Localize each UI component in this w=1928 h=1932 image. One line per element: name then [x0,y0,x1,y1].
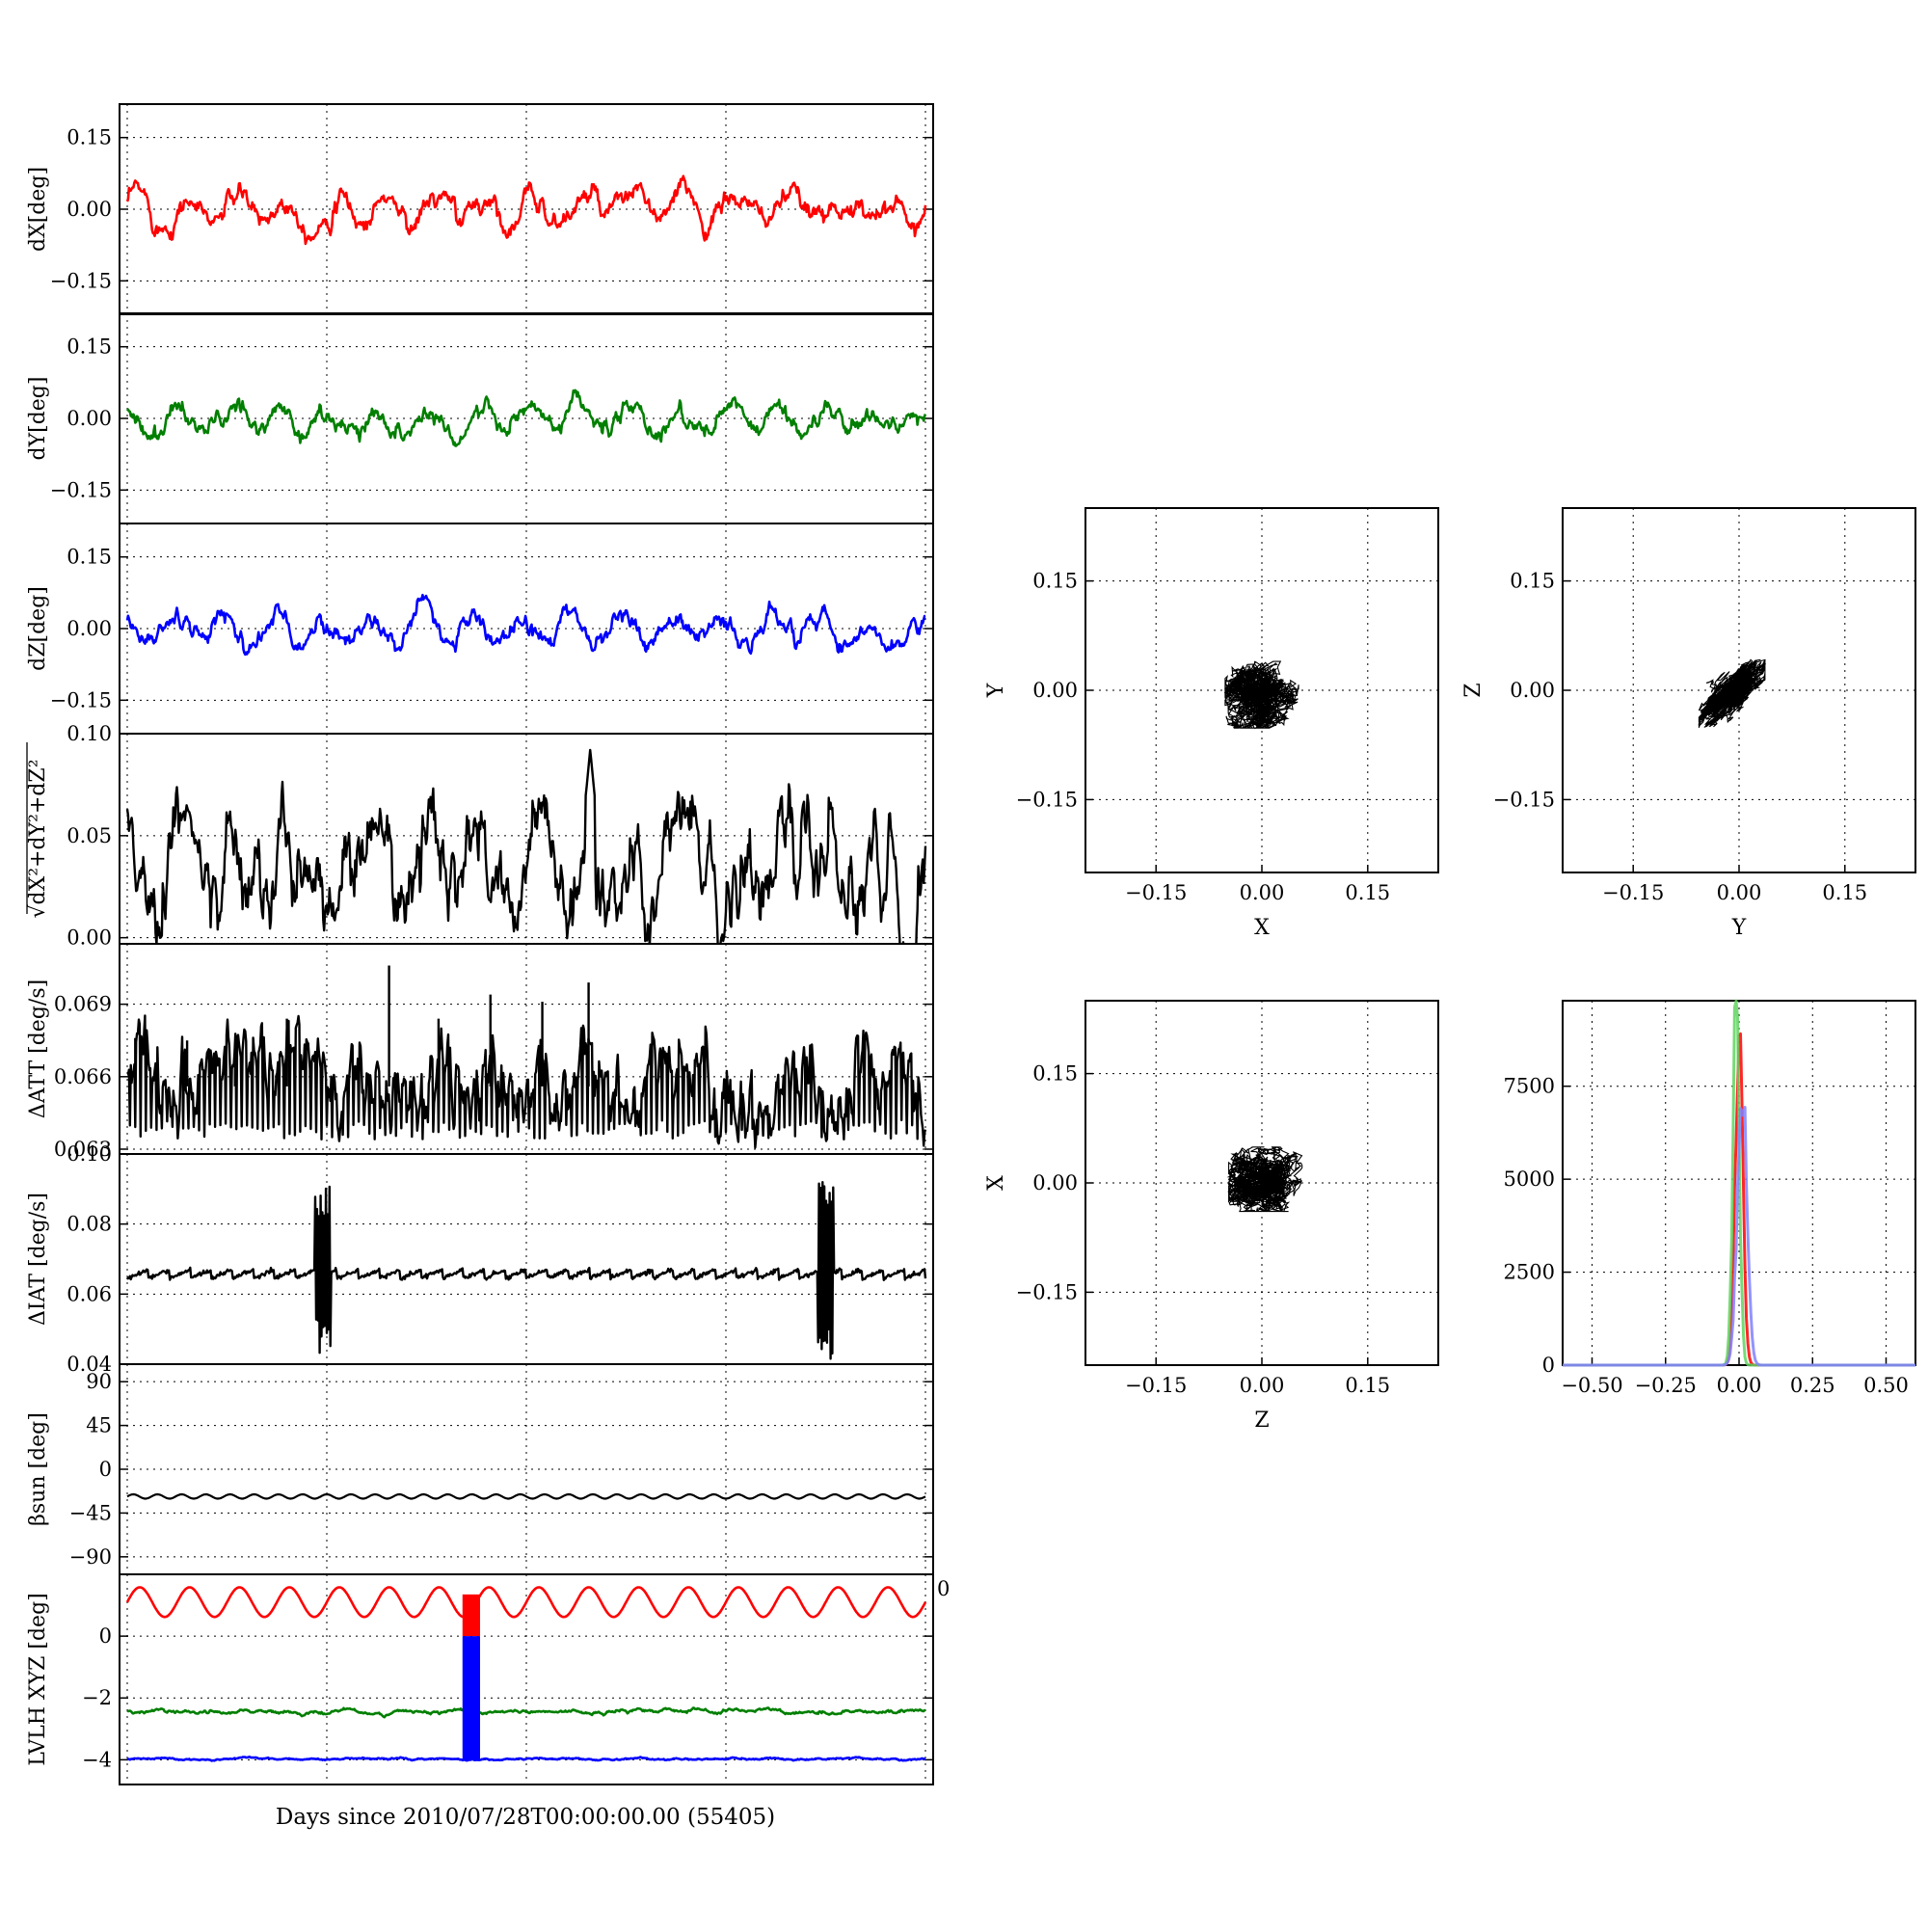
panel-5-ylabel: ΔATT [deg/s] [26,979,50,1118]
panel-4-plot-area [125,748,927,944]
scatter-3-ytick-label: 0.15 [1032,1062,1078,1086]
panel-6-series-1 [125,1181,927,1360]
panel-7-ytick-label: −90 [69,1545,112,1569]
scatter-2-xtick-label: −0.15 [1602,881,1664,904]
panel-6-plot-area [125,1181,927,1360]
panel-8-plot-area [125,1586,927,1762]
panel-1-ytick-label: 0.15 [67,126,112,149]
scatter-3-points [1226,1146,1303,1213]
panel-7-plot-area [126,1492,926,1500]
panel-7-series-1 [126,1492,926,1500]
histogram-xtick-label: −0.25 [1635,1374,1697,1397]
histogram-xtick-label: −0.50 [1561,1374,1622,1397]
histogram-ytick-label: 0 [1542,1354,1555,1377]
scatter-1-xtick-label: 0.00 [1240,881,1285,904]
scatter-3-ytick-label: −0.15 [1016,1280,1078,1303]
panel-3-series-1 [125,593,926,657]
histogram-series-3 [1563,1106,1915,1367]
panel-8-bar-red [462,1594,480,1637]
panel-6-frame [119,1153,934,1365]
panel-4-frame [119,733,934,945]
histogram-xtick-label: 0.25 [1790,1374,1835,1397]
scatter-2-xtick-label: 0.15 [1822,881,1867,904]
panel-4-ylabel: √dX²+dY²+dZ² [26,759,50,918]
scatter-3-xtick-label: −0.15 [1125,1374,1187,1397]
panel-6-ylabel: ΔIAT [deg/s] [26,1193,50,1326]
histogram-xtick-label: 0.00 [1717,1374,1762,1397]
panel-2-ylabel: dY[deg] [26,377,50,461]
panel-2-ytick-label: 0.00 [67,407,112,430]
scatter-2-points [1698,658,1767,728]
panel-6-ytick-label: 0.08 [67,1213,112,1236]
panel-2-plot-area [125,389,927,447]
panel-5-ytick-label: 0.063 [54,1138,112,1161]
scatter-2-ytick-label: 0.15 [1510,570,1555,593]
scatter-2-ytick-label: 0.00 [1510,679,1555,702]
panel-7-ytick-label: 90 [86,1370,112,1393]
scatter-3-xtick-label: 0.15 [1345,1374,1390,1397]
panel-2-ytick-label: 0.15 [67,335,112,359]
panel-3-plot-area [125,593,926,657]
scatter-3-xtick-label: 0.00 [1240,1374,1285,1397]
scatter-2-ylabel: Z [1461,683,1486,697]
scatter-1-ytick-label: 0.00 [1032,679,1078,702]
main-x-axis-label: Days since 2010/07/28T00:00:00.00 (55405… [276,1805,775,1830]
panel-1-ylabel: dX[deg] [26,167,50,252]
panel-3-ytick-label: 0.15 [67,546,112,569]
panel-3-ytick-label: −0.15 [50,688,112,711]
scatter-1-ytick-label: 0.15 [1032,570,1078,593]
panel-4-ytick-label: 0.10 [67,722,112,745]
panel-5-series-1 [126,1014,927,1149]
panel-2-ytick-label: −0.15 [50,478,112,501]
panel-1-ytick-label: 0.00 [67,198,112,221]
panel-4-ytick-label: 0.05 [67,824,112,847]
panel-1-series-1 [125,174,927,246]
histogram-ytick-label: 7500 [1504,1075,1555,1098]
panel-5-ytick-label: 0.069 [54,993,112,1016]
panel-8-series-2 [126,1706,926,1719]
panel-6-ytick-label: 0.04 [67,1353,112,1376]
scatter-3-xlabel: Z [1254,1409,1269,1433]
panel-1-ytick-label: −0.15 [50,269,112,292]
panel-1-plot-area [125,174,927,246]
panel-4-ytick-label: 0.00 [67,926,112,950]
panel-8-frame [119,1573,934,1785]
panel-8-series-3 [126,1756,926,1762]
histogram-ytick-label: 2500 [1504,1261,1555,1284]
panel-5-plot-area [126,965,927,1149]
scatter-2-xlabel: Y [1731,916,1747,940]
scatter-1-points [1223,660,1299,730]
scatter-1-xtick-label: 0.15 [1345,881,1390,904]
scatter-3-ylabel: X [984,1175,1008,1191]
panel-8-ytick-label: −2 [82,1686,112,1709]
panel-8-bar-blue [462,1636,480,1760]
panel-8-series-1 [125,1586,927,1619]
panel-8-ylabel: LVLH XYZ [deg] [26,1593,50,1766]
panel-7-ytick-label: 0 [99,1458,112,1481]
panel-8-ytick-label: 0 [99,1624,112,1648]
panel-7-ytick-label: −45 [69,1501,112,1524]
scatter-1-xlabel: X [1254,916,1270,940]
panel-6-ytick-label: 0.10 [67,1142,112,1166]
panel-3-ytick-label: 0.00 [67,617,112,640]
panel-8-ytick-label: −4 [82,1748,112,1771]
panel-8-right-label: 0 [937,1577,950,1600]
scatter-3-ytick-label: 0.00 [1032,1171,1078,1194]
scatter-1-ylabel: Y [984,683,1008,698]
histogram-xtick-label: 0.50 [1863,1374,1909,1397]
scatter-1-xtick-label: −0.15 [1125,881,1187,904]
scatter-2-ytick-label: −0.15 [1493,788,1555,811]
panel-7-ylabel: βsun [deg] [26,1412,50,1526]
scatter-2-xtick-label: 0.00 [1717,881,1762,904]
scatter-1-ytick-label: −0.15 [1016,788,1078,811]
panel-6-ytick-label: 0.06 [67,1282,112,1305]
panel-3-ylabel: dZ[deg] [26,586,50,671]
panel-4-series-1 [125,748,927,944]
panel-2-series-1 [125,389,927,447]
panel-5-ytick-label: 0.066 [54,1065,112,1088]
histogram-ytick-label: 5000 [1504,1167,1555,1191]
panel-7-ytick-label: 45 [86,1414,112,1437]
